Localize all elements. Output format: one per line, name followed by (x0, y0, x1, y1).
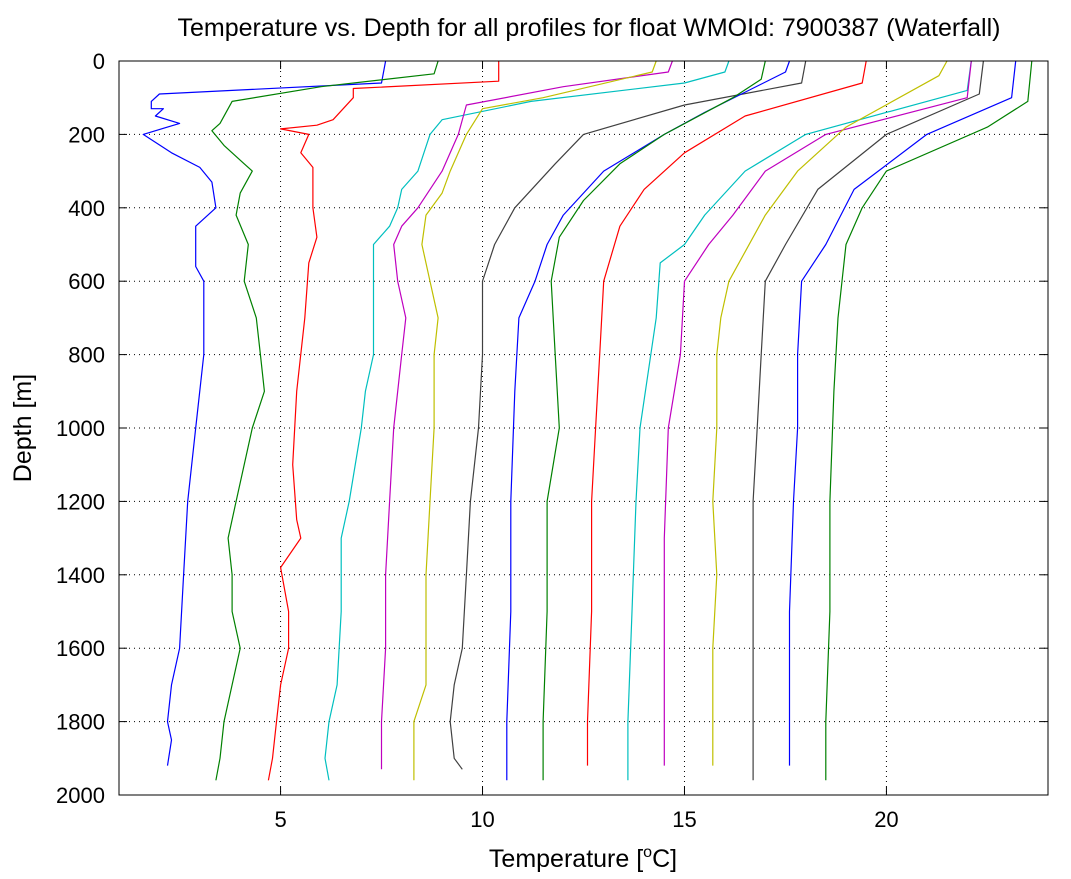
grid (119, 61, 1048, 795)
series-line-11 (627, 60, 972, 781)
y-axis-label: Depth [m] (9, 374, 37, 482)
chart-title: Temperature vs. Depth for all profiles f… (177, 14, 1000, 42)
series-line-3 (267, 61, 500, 781)
x-tick-label: 5 (274, 807, 286, 832)
series-group (142, 60, 1033, 781)
x-tick-label: 10 (470, 807, 494, 832)
y-tick-label: 600 (68, 269, 105, 294)
series-line-1 (142, 60, 387, 766)
series-line-8 (506, 60, 791, 781)
x-tick-label: 20 (874, 807, 898, 832)
x-axis-label: Temperature [oC] (489, 844, 677, 873)
y-tick-label: 400 (68, 196, 105, 221)
y-tick-label: 200 (68, 122, 105, 147)
series-line-2 (211, 60, 439, 781)
series-line-4 (324, 60, 730, 781)
tick-group: 5 10 15 20020040060080010001200140016001800… (56, 49, 1048, 832)
x-axis-label-sup: o (643, 844, 652, 861)
series-line-5 (380, 60, 673, 770)
x-axis-label-end: C] (652, 845, 677, 873)
plot-frame (118, 60, 1049, 796)
series-line-14 (752, 60, 984, 781)
y-tick-label: 1000 (56, 416, 105, 441)
y-tick-label: 1600 (56, 636, 105, 661)
series-line-15 (788, 60, 1017, 766)
y-tick-label: 2000 (56, 783, 105, 808)
series-line-12 (663, 60, 972, 766)
x-tick-label: 15 (672, 807, 696, 832)
series-line-10 (586, 60, 867, 766)
y-tick-label: 1400 (56, 563, 105, 588)
y-tick-label: 0 (93, 49, 105, 74)
series-line-13 (712, 60, 948, 766)
series-line-16 (825, 60, 1033, 781)
x-axis-label-main: Temperature [ (489, 845, 643, 873)
series-line-7 (449, 60, 807, 770)
y-tick-label: 1200 (56, 489, 105, 514)
y-tick-label: 1800 (56, 710, 105, 735)
series-line-9 (542, 60, 766, 781)
series-line-6 (413, 60, 657, 781)
y-tick-label: 800 (68, 343, 105, 368)
